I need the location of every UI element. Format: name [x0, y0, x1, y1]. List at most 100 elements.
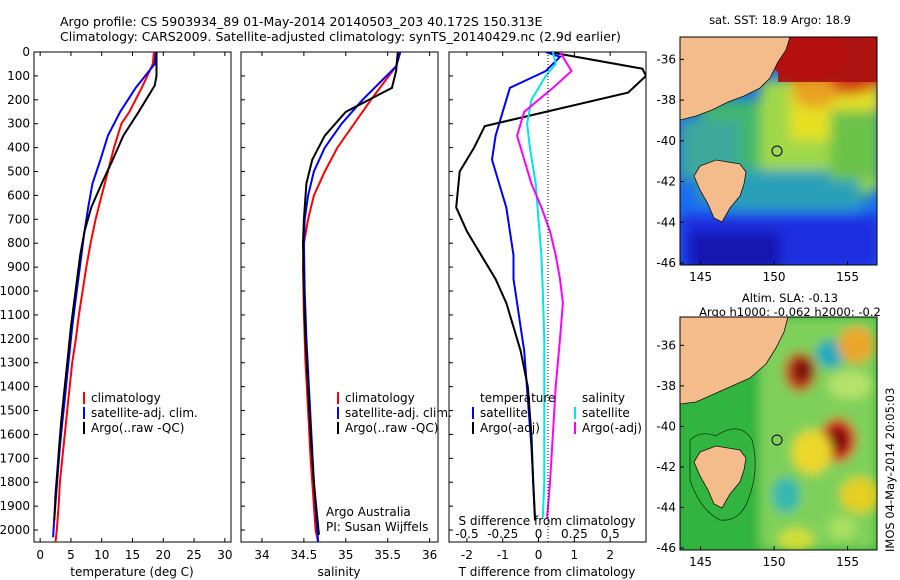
- salinity-legend: climatology satellite-adj. clim. Argo(..…: [337, 391, 452, 435]
- series-line-climatology: [301, 52, 402, 542]
- x-tick-label: 36: [422, 548, 437, 562]
- salinity-panel: [240, 51, 439, 543]
- map-lat-label: -46: [656, 256, 676, 270]
- legend-label-climatology: climatology: [345, 391, 415, 405]
- depth-tick-label: 1500: [0, 404, 30, 418]
- legend-label-argo: Argo(..raw -QC): [91, 421, 184, 435]
- temperature-series: [52, 52, 158, 542]
- sla-map: [680, 317, 877, 550]
- difference-series: [455, 52, 646, 521]
- x-tick-label: 0: [535, 548, 543, 562]
- salinity-series: [301, 52, 402, 542]
- depth-tick-label: 1200: [0, 332, 30, 346]
- legend-label-climatology: climatology: [91, 391, 161, 405]
- series-line-s-satellite: [526, 52, 557, 519]
- sst-mainland: [680, 37, 791, 121]
- map-lon-label: 155: [836, 270, 859, 284]
- depth-tick-label: 300: [7, 117, 30, 131]
- x-tick-label: 5: [67, 548, 75, 562]
- difference-panel: [448, 51, 647, 543]
- x-tick-label: 30: [217, 548, 232, 562]
- legend-label-t-satellite: satellite: [480, 406, 528, 420]
- legend-label-s-argo: Argo(-adj): [582, 421, 642, 435]
- depth-axis: 0 100 200 300 400 500 600 700 800 900 1000 1100 1200…: [0, 45, 453, 537]
- depth-tick-label: 1000: [0, 284, 30, 298]
- sst-tasmania: [693, 159, 747, 223]
- map-lat-label: -38: [656, 93, 676, 107]
- difference-legend: temperature satellite Argo(-adj) salinit…: [472, 391, 642, 435]
- depth-tick-label: 400: [7, 141, 30, 155]
- x-tick-label: 1: [571, 548, 579, 562]
- depth-tick-label: 800: [7, 236, 30, 250]
- sla-tasmania: [693, 445, 747, 509]
- depth-tick-label: 1700: [0, 451, 30, 465]
- x-tick-label: 34: [254, 548, 269, 562]
- depth-tick-label: 200: [7, 93, 30, 107]
- series-line-argo-raw-qc-: [301, 52, 399, 535]
- depth-tick-label: 0: [22, 45, 30, 59]
- imos-stamp: IMOS 04-May-2014 20:05:03: [883, 388, 897, 552]
- sla-map-title-1: Altim. SLA: -0.13: [742, 291, 838, 305]
- profile-title: Argo profile: CS 5903934_89 01-May-2014 …: [60, 14, 543, 29]
- difference-top-xlabel: S difference from climatology: [459, 514, 636, 528]
- sst-argo-marker: [771, 145, 783, 157]
- legend-label-satellite: satellite-adj. clim.: [345, 406, 452, 420]
- depth-tick-label: 1800: [0, 475, 30, 489]
- depth-tick-label: 1100: [0, 308, 30, 322]
- sst-map: [680, 37, 877, 265]
- legend-heading-salinity: salinity: [582, 391, 625, 405]
- temperature-xlabel: temperature (deg C): [70, 565, 193, 579]
- difference-xlabel: T difference from climatology: [458, 565, 636, 579]
- sla-map-frame: [679, 316, 878, 551]
- map-lon-label: 145: [689, 270, 712, 284]
- top-x-tick-label: 0.5: [601, 527, 620, 541]
- series-line-argo-raw-qc-: [53, 52, 158, 521]
- depth-tick-label: 100: [7, 69, 30, 83]
- sla-argo-marker: [771, 434, 783, 446]
- map-lat-label: -40: [656, 134, 676, 148]
- legend-label-satellite: satellite-adj. clim.: [91, 406, 198, 420]
- depth-tick-label: 900: [7, 260, 30, 274]
- top-x-tick-label: 0: [535, 527, 543, 541]
- map-lat-label: -42: [656, 460, 676, 474]
- sla-mainland: [680, 317, 789, 405]
- series-line-t-argo-adj-: [455, 52, 646, 521]
- x-tick-label: -1: [497, 548, 509, 562]
- sst-map-axes: 145 150 155 -36 -38 -40 -42 -44 -46: [656, 52, 859, 284]
- x-axes: 0 5 10 15 20 25 30 34 34.5 35 35.5 36 -2 -1 0 1 2 -0.5 -0.…: [36, 52, 620, 562]
- depth-tick-label: 1400: [0, 380, 30, 394]
- sla-map-title-2: Argo h1000: -0.062 h2000: -0.2: [699, 305, 881, 319]
- top-x-tick-label: -0.25: [487, 527, 518, 541]
- x-tick-label: 0: [36, 548, 44, 562]
- map-lat-label: -44: [656, 500, 676, 514]
- legend-label-argo: Argo(..raw -QC): [345, 421, 438, 435]
- annotation-argo-australia: Argo Australia: [326, 505, 411, 519]
- x-tick-label: 35: [338, 548, 353, 562]
- sst-map-frame: [679, 36, 878, 266]
- map-lat-label: -44: [656, 215, 676, 229]
- top-x-tick-label: 0.25: [561, 527, 588, 541]
- sla-map-axes: 145 150 155 -36 -38 -40 -42 -44 -46: [656, 338, 859, 569]
- map-lat-label: -36: [656, 338, 676, 352]
- top-x-tick-label: -0.5: [455, 527, 478, 541]
- x-tick-label: 10: [94, 548, 109, 562]
- salinity-xlabel: salinity: [317, 565, 360, 579]
- sst-map-title: sat. SST: 18.9 Argo: 18.9: [709, 13, 851, 27]
- x-tick-label: 34.5: [291, 548, 318, 562]
- map-lon-label: 150: [763, 555, 786, 569]
- map-lon-label: 155: [836, 555, 859, 569]
- map-lon-label: 150: [763, 270, 786, 284]
- legend-heading-temperature: temperature: [480, 391, 555, 405]
- x-tick-label: 25: [186, 548, 201, 562]
- temperature-legend: climatology satellite-adj. clim. Argo(..…: [83, 391, 198, 435]
- series-line-satellite-adj-clim-: [52, 52, 157, 538]
- depth-tick-label: 1900: [0, 499, 30, 513]
- sst-warm-eddy: [768, 37, 848, 80]
- x-tick-label: -2: [461, 548, 473, 562]
- map-lat-label: -42: [656, 175, 676, 189]
- map-lat-label: -46: [656, 541, 676, 555]
- annotation-pi: PI: Susan Wijffels: [326, 520, 428, 534]
- legend-label-s-satellite: satellite: [582, 406, 630, 420]
- sla-contour: [689, 428, 756, 521]
